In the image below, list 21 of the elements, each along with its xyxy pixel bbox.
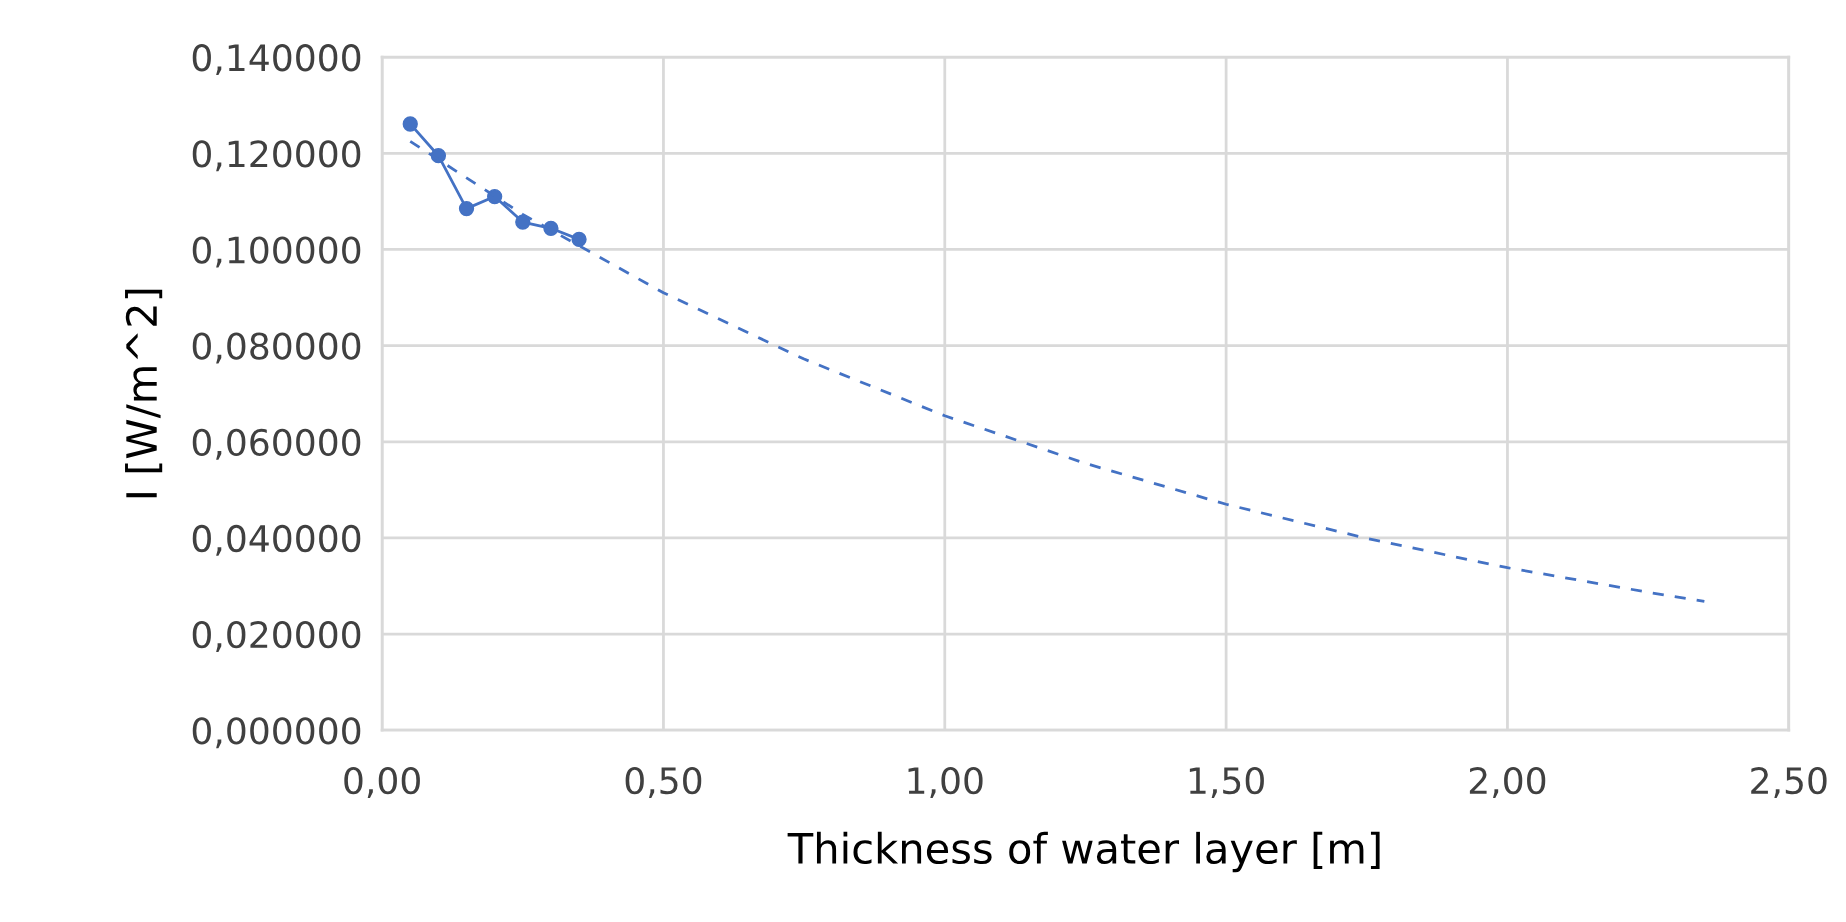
y-tick-label: 0,120000	[192, 140, 361, 172]
y-axis-title: I [W/m^2]	[125, 289, 163, 498]
x-tick-label: 2,00	[1469, 766, 1546, 798]
x-tick-label: 0,50	[625, 766, 702, 798]
y-tick-label: 0,100000	[192, 236, 361, 268]
y-tick-label: 0,140000	[192, 44, 361, 76]
x-tick-label: 0,00	[344, 766, 420, 798]
y-tick-label: 0,080000	[192, 332, 361, 364]
y-tick-label: 0,040000	[192, 524, 361, 556]
x-tick-label: 2,50	[1751, 766, 1827, 798]
point	[402, 116, 418, 132]
x-tick-label: 1,50	[1189, 766, 1264, 798]
point	[458, 200, 475, 217]
point	[487, 188, 503, 205]
y-tick-label: 0,060000	[192, 428, 361, 460]
point	[571, 231, 587, 248]
y-tick-label: 0,000000	[192, 717, 361, 749]
y-tick-label: 0,020000	[192, 620, 361, 652]
x-axis-title: Thickness of water layer [m]	[787, 831, 1380, 873]
point	[515, 214, 531, 230]
x-tick-label: 1,00	[908, 766, 983, 798]
